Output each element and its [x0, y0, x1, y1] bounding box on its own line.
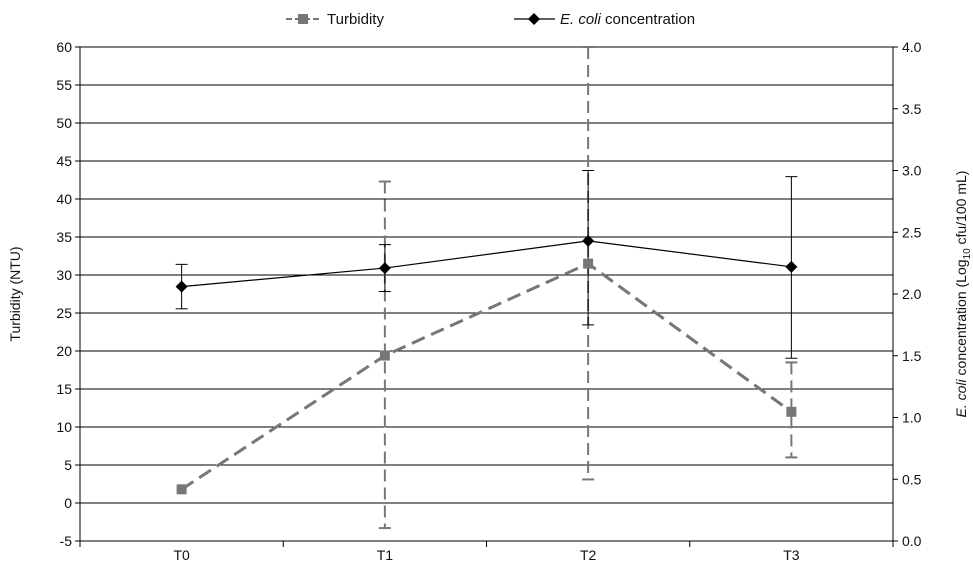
y-left-tick-label: 30	[56, 267, 72, 283]
y-right-tick-label: 1.5	[902, 348, 922, 364]
legend-ecoli-label: E. coli concentration	[560, 11, 695, 28]
ecoli-point	[785, 260, 798, 273]
series-line-1	[181, 240, 792, 288]
x-tick-label: T2	[580, 547, 597, 563]
x-tick-label: T1	[377, 547, 394, 563]
y-left-tick-label: 55	[56, 77, 72, 93]
y-right-tick-label: 3.5	[902, 101, 922, 117]
y-left-tick-label: 0	[64, 495, 72, 511]
series-line-0	[180, 261, 793, 491]
legend-item-turbidity: Turbidity	[286, 11, 384, 28]
gridlines	[80, 46, 893, 542]
legend-ecoli-marker	[528, 13, 540, 25]
y-right-tick-label: 1.0	[902, 410, 922, 426]
y-left-tick-label: 50	[56, 115, 72, 131]
y-right-tick-label: 3.0	[902, 163, 922, 179]
turbidity-point	[176, 484, 187, 495]
y-right-tick-label: 4.0	[902, 39, 922, 55]
y-left-tick-label: 25	[56, 305, 72, 321]
y-right-label-pre: concentration (Log	[953, 259, 969, 379]
tick-labels: -5 0 5 10 15 20 25 30 35 40 45 50 55 60 0.0 0.5 1.0 1.5 2.…	[56, 39, 921, 563]
y-left-tick-label: 5	[64, 457, 72, 473]
y-left-tick-label: 35	[56, 229, 72, 245]
y-right-tick-label: 2.0	[902, 286, 922, 302]
y-left-tick-label: -5	[60, 533, 73, 549]
series-lines	[180, 240, 793, 491]
y-left-tick-label: 10	[56, 419, 72, 435]
ecoli-point	[175, 280, 188, 293]
legend: Turbidity E. coli concentration	[286, 11, 695, 28]
y-right-tick-label: 0.0	[902, 533, 922, 549]
turbidity-point	[583, 258, 594, 269]
y-left-tick-label: 45	[56, 153, 72, 169]
y-left-tick-label: 40	[56, 191, 72, 207]
legend-item-ecoli: E. coli concentration	[514, 11, 695, 28]
y-right-tick-label: 0.5	[902, 471, 922, 487]
y-left-tick-label: 20	[56, 343, 72, 359]
error-bars	[175, 46, 798, 530]
y-right-label-italic: E. coli	[953, 378, 969, 417]
y-right-tick-label: 2.5	[902, 224, 922, 240]
legend-turbidity-label: Turbidity	[327, 11, 384, 28]
turbidity-point	[379, 350, 390, 361]
y-right-axis-label: E. coli concentration (Log10 cfu/100 mL)	[953, 171, 973, 418]
turbidity-point	[786, 406, 797, 417]
y-left-tick-label: 60	[56, 39, 72, 55]
ecoli-point	[582, 234, 595, 247]
y-left-axis-label: Turbidity (NTU)	[7, 246, 23, 341]
legend-turbidity-marker	[298, 14, 308, 24]
legend-ecoli-rest: concentration	[601, 11, 695, 28]
y-right-label-sub: 10	[962, 248, 973, 260]
series-markers	[175, 234, 798, 495]
axes	[75, 46, 898, 547]
y-right-label-post: cfu/100 mL)	[953, 171, 969, 249]
x-tick-label: T3	[783, 547, 800, 563]
ecoli-point	[378, 262, 391, 275]
legend-ecoli-italic: E. coli	[560, 11, 602, 28]
x-tick-label: T0	[173, 547, 190, 563]
y-left-tick-label: 15	[56, 381, 72, 397]
